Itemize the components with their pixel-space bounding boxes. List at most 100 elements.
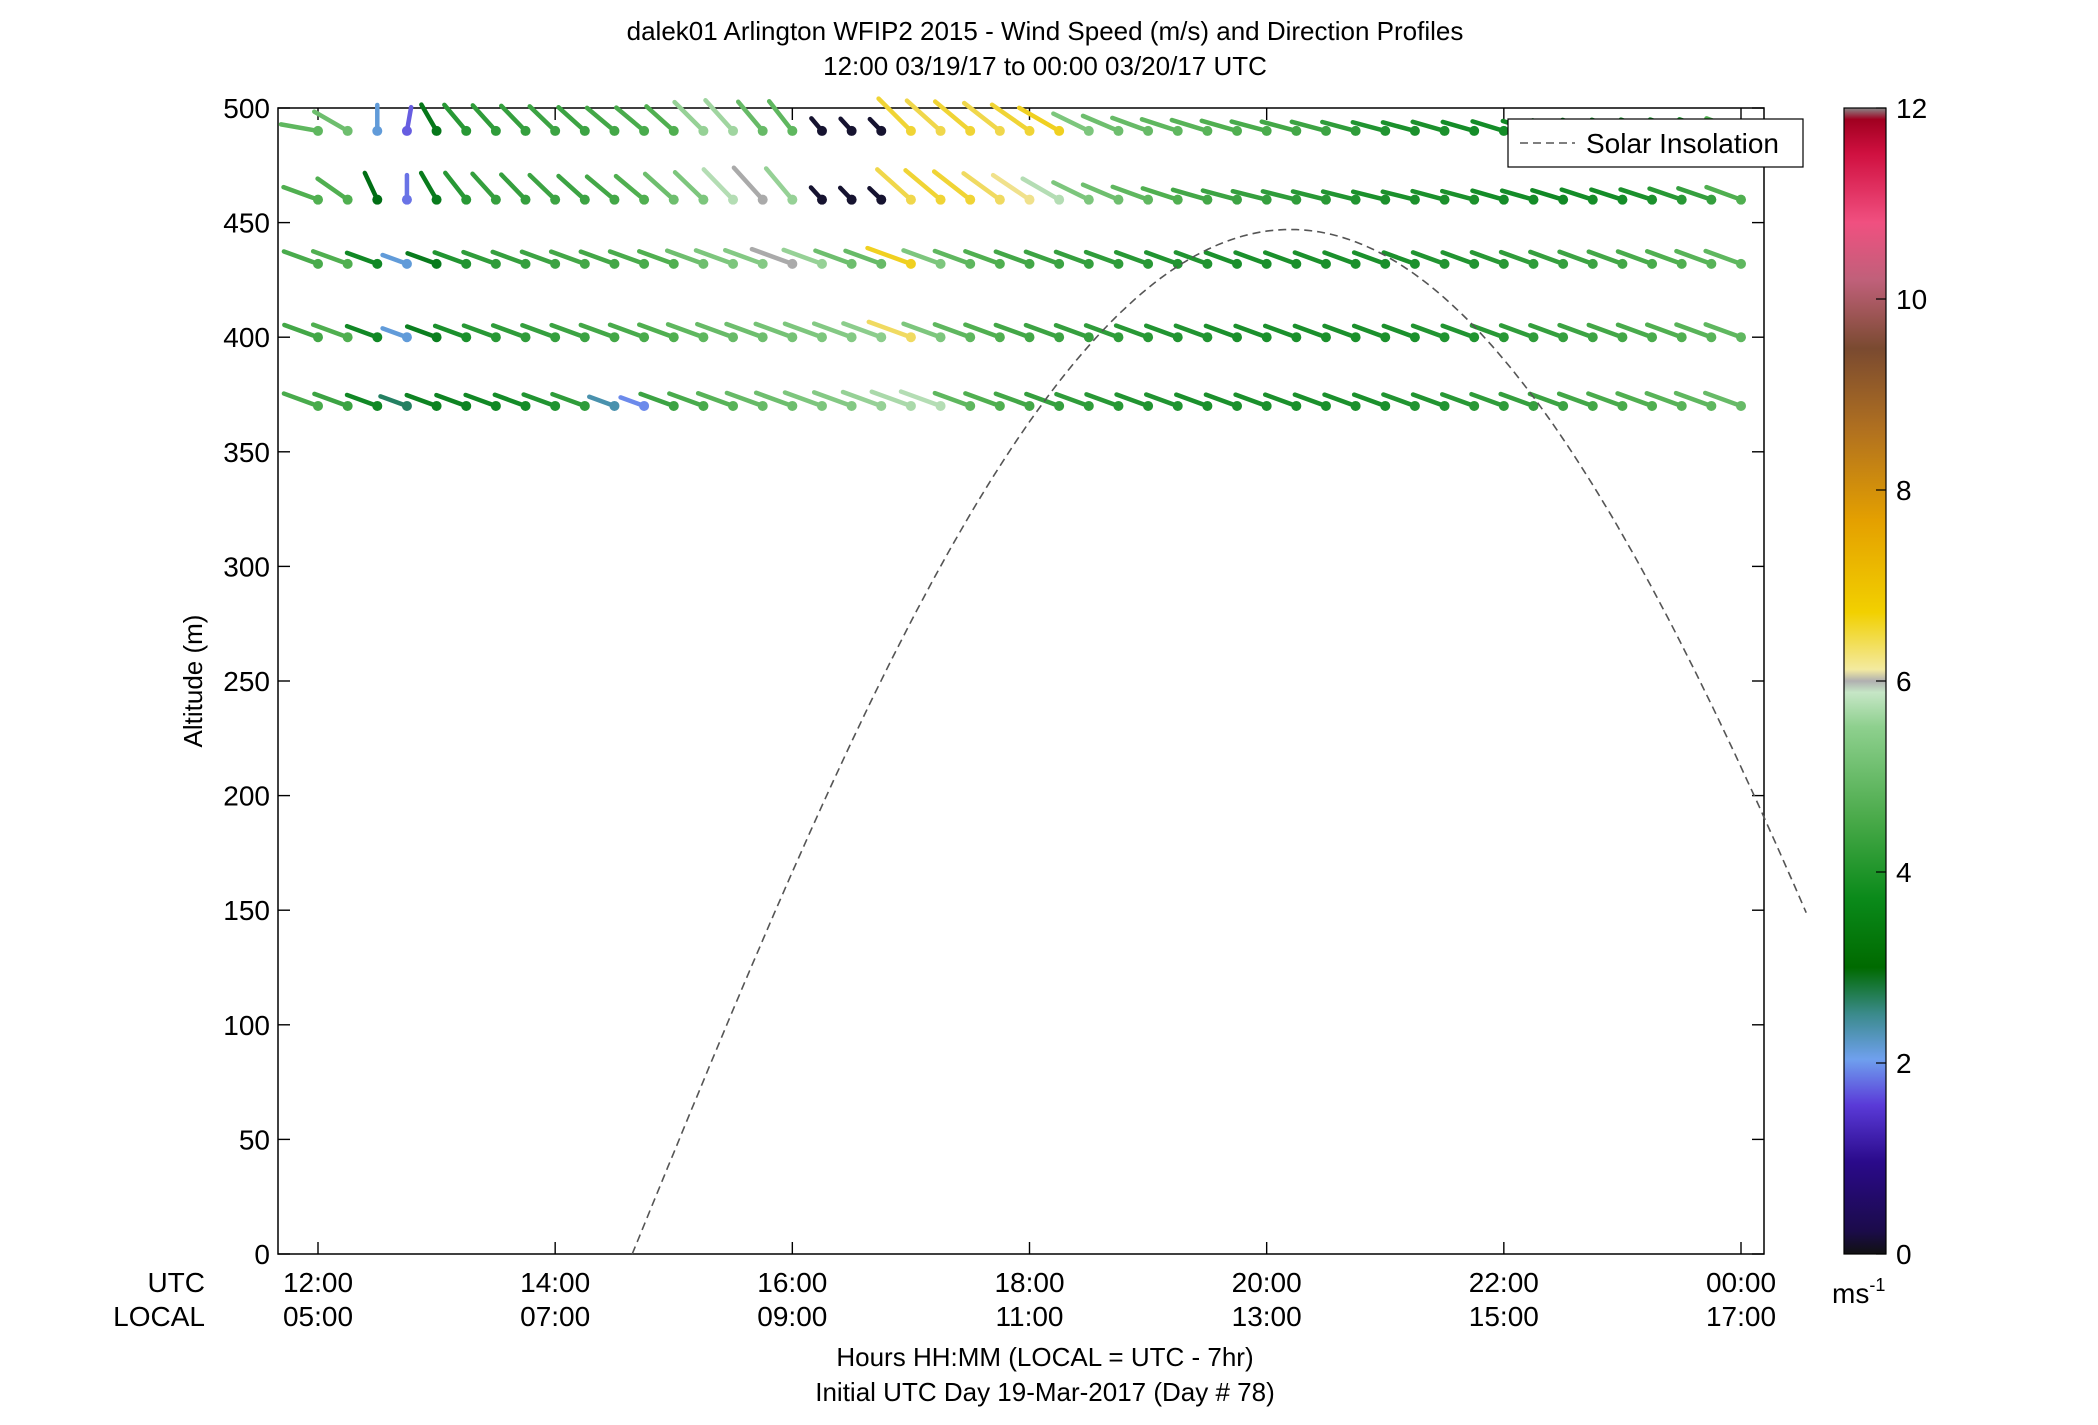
wind-barb-shaft <box>724 321 765 340</box>
wind-barb-point <box>1054 258 1065 269</box>
local-row-label: LOCAL <box>113 1301 205 1332</box>
wind-barb-shaft <box>584 105 617 134</box>
wind-barb-point <box>698 400 709 411</box>
wind-barb-shaft <box>443 170 469 202</box>
wind-barb-shaft <box>932 99 973 134</box>
wind-barb-point <box>431 400 442 411</box>
wind-barb-shaft <box>1498 391 1536 409</box>
wind-barb-shaft <box>1381 323 1418 340</box>
wind-barb-point <box>1172 258 1183 269</box>
wind-barb-shaft <box>763 166 795 202</box>
wind-barb-shaft <box>993 322 1032 340</box>
wind-barb-point <box>1350 194 1361 205</box>
wind-barb-point <box>461 400 472 411</box>
wind-barb-shaft <box>901 248 943 267</box>
wind-barb-point <box>787 332 798 343</box>
colorbar-tick-label: 4 <box>1896 857 1912 888</box>
wind-barb-point <box>1083 332 1094 343</box>
wind-barb-point <box>401 332 412 343</box>
wind-barb-shaft <box>1053 323 1092 340</box>
wind-barb-point <box>1706 332 1717 343</box>
wind-barb-point <box>609 400 620 411</box>
wind-barb-point <box>1439 400 1450 411</box>
wind-barb-point <box>609 332 620 343</box>
wind-barb-shaft <box>1440 250 1477 267</box>
wind-barb-point <box>1676 258 1687 269</box>
wind-barb-point <box>1409 194 1420 205</box>
wind-barb-point <box>757 258 768 269</box>
wind-barb-point <box>757 332 768 343</box>
wind-barb-point <box>401 194 412 205</box>
wind-barb-point <box>1498 125 1509 136</box>
wind-barb-point <box>965 258 976 269</box>
wind-barb-point <box>1587 332 1598 343</box>
wind-barb-point <box>1261 125 1272 136</box>
wind-barb-shaft <box>813 248 854 267</box>
utc-row-label: UTC <box>147 1267 205 1298</box>
wind-barb-shaft <box>344 392 380 409</box>
wind-barb-shaft <box>989 102 1032 134</box>
wind-barb-point <box>876 332 887 343</box>
wind-barb-shaft <box>1113 323 1151 340</box>
wind-barb-shaft <box>931 169 973 202</box>
wind-barb-point <box>965 400 976 411</box>
wind-barb-point <box>639 194 650 205</box>
wind-barb-shaft <box>876 96 914 134</box>
wind-barb-point <box>1558 194 1569 205</box>
wind-barb-point <box>935 194 946 205</box>
wind-barb-shaft <box>312 109 350 134</box>
wind-barb-point <box>1172 125 1183 136</box>
wind-barb-shaft <box>1143 250 1180 267</box>
wind-barb-shaft <box>1410 250 1447 267</box>
wind-barb-point <box>1617 332 1628 343</box>
colorbar-unit-base: ms <box>1832 1278 1869 1309</box>
wind-barb-point <box>1083 125 1094 136</box>
wind-barb-point <box>342 400 353 411</box>
wind-barb-shaft <box>281 391 321 409</box>
colorbar-unit: ms-1 <box>1832 1275 1885 1309</box>
wind-barb-point <box>846 194 857 205</box>
wind-barb-point <box>1024 125 1035 136</box>
wind-barb-shaft <box>1644 391 1684 409</box>
wind-barb-point <box>490 258 501 269</box>
wind-barb-shaft <box>1143 323 1180 340</box>
wind-barb-shaft <box>1703 322 1744 340</box>
wind-barb-point <box>579 125 590 136</box>
wind-barb-shaft <box>490 323 528 340</box>
wind-barb-shaft <box>932 322 973 340</box>
legend-box <box>1507 118 1804 168</box>
wind-barb-shaft <box>1080 113 1121 134</box>
wind-barb-shaft <box>432 323 469 340</box>
wind-barb-shaft <box>875 167 914 202</box>
wind-barb-shaft <box>1586 391 1625 409</box>
wind-barb-shaft <box>1559 187 1596 202</box>
wind-barb-point <box>1054 194 1065 205</box>
wind-barb-point <box>520 194 531 205</box>
wind-barb-point <box>401 258 412 269</box>
wind-barb-shaft <box>693 248 736 267</box>
wind-barb-shaft <box>735 99 765 134</box>
wind-barb-shaft <box>1230 188 1269 202</box>
wind-barb-shaft <box>281 249 321 267</box>
wind-barb-point <box>728 125 739 136</box>
wind-barb-shaft <box>614 105 647 134</box>
wind-barb-point <box>787 400 798 411</box>
wind-barb-shaft <box>695 321 736 340</box>
wind-barb-point <box>639 400 650 411</box>
wind-barb-shaft <box>418 170 439 202</box>
wind-barb-point <box>935 332 946 343</box>
x-tick-label-utc: 00:00 <box>1706 1267 1776 1298</box>
wind-barb-shaft <box>1322 392 1358 409</box>
y-tick-label: 50 <box>239 1124 270 1155</box>
wind-barb-shaft <box>1647 186 1684 202</box>
x-tick-label-local: 15:00 <box>1469 1301 1539 1332</box>
x-tick-label-utc: 16:00 <box>757 1267 827 1298</box>
wind-barb-point <box>1232 332 1243 343</box>
wind-barb-point <box>1736 258 1746 269</box>
legend: Solar Insolation <box>1507 118 1804 168</box>
wind-barb-point <box>698 332 709 343</box>
wind-barb-point <box>431 125 442 136</box>
wind-barb-point <box>1647 258 1658 269</box>
wind-barb-shaft <box>898 389 943 409</box>
wind-barb-point <box>1024 258 1035 269</box>
